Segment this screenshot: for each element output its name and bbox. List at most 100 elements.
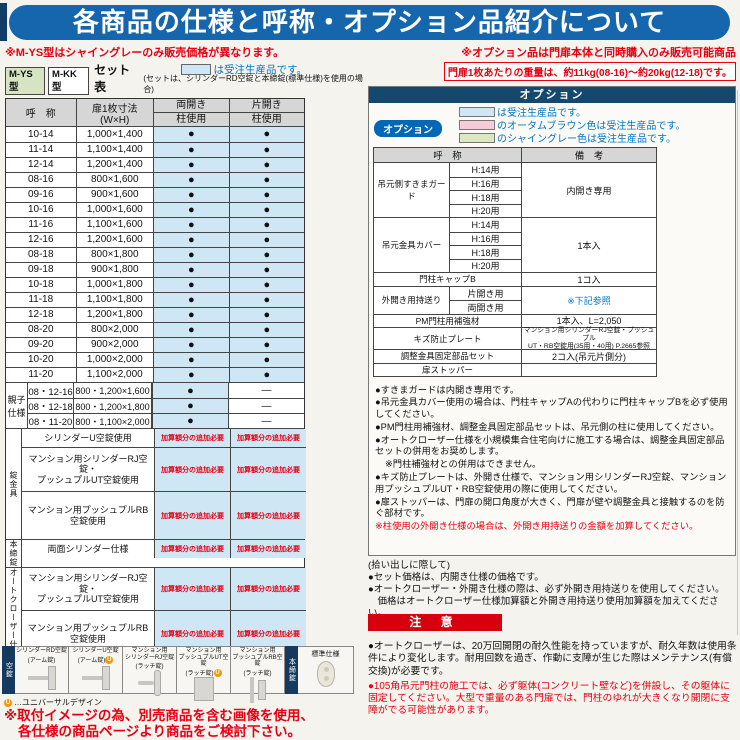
row-double-dot: ● — [153, 158, 229, 172]
right-column: ※オプション品は門扉本体と同時購入のみ販売可能商品 門扉1枚あたりの重量は、約1… — [368, 44, 736, 556]
row-name: 両面シリンダー仕様 — [47, 543, 129, 554]
model-badge-mys: M-YS型 — [5, 67, 46, 95]
header-pillar-label: 柱使用 — [176, 114, 207, 125]
made-to-order-swatch — [180, 64, 211, 75]
row-double-dot: ● — [153, 233, 229, 247]
table-row: 11-16 1,100×1,600 ● ● — [6, 217, 305, 232]
option-note: ※門柱補強材との併用はできません。 — [385, 459, 542, 470]
caution-note: ●オートクローザーは、20万回開閉の耐久性能を持っていますが、耐久年数は使用条件… — [368, 641, 737, 677]
option-purchase-note: ※オプション品は門扉本体と同時購入のみ販売可能商品 — [461, 47, 736, 59]
row-double-dot: ● — [153, 278, 229, 292]
row-single-dot: ● — [228, 293, 305, 307]
lock-name: シリンダーRD空錠 — [16, 648, 67, 654]
table-row: 08-18 800×1,800 ● ● — [6, 247, 305, 262]
standard-spec-cell: 標準仕様 — [298, 646, 354, 694]
table-row: マンション用シリンダーRJ空錠・ プッシュプルUT空錠使用 加算額分の追加必要 … — [22, 568, 306, 610]
row-size: 1,100×1,600 — [75, 218, 153, 232]
pickup-note: ●セット価格は、内開き仕様の価格です。 — [368, 572, 544, 583]
surcharge-note: 加算額分の追加必要 — [237, 586, 300, 593]
row-double-dot: ● — [153, 353, 229, 367]
surcharge-note: 加算額分の追加必要 — [161, 435, 224, 442]
table-row: 11-18 1,100×1,800 ● ● — [6, 292, 305, 307]
legend-row: のシャイングレー色は受注生産品です。 — [459, 131, 731, 145]
row-size: 800×2,000 — [75, 323, 153, 337]
row-single-dot: ● — [228, 248, 305, 262]
row-size: 1,200×1,600 — [75, 233, 153, 247]
option-row-hinge-cover: 吊元金具カバー H:14用 H:16用 H:18用 H:20用 1本入 — [374, 217, 656, 272]
surcharge-note: 加算額分の追加必要 — [161, 586, 224, 593]
row-name: マンション用プッシュプルRB 空錠使用 — [27, 505, 149, 526]
legend-text: のオータムブラウン色は受注生産品です。 — [497, 121, 686, 132]
row-double-dot: ● — [152, 414, 228, 428]
made-to-order-label: は受注生産品です。 — [213, 64, 307, 76]
universal-design-icon: U — [213, 668, 222, 677]
table-row: 10-18 1,000×1,800 ● ● — [6, 277, 305, 292]
option-row-adjuster-parts: 調整金具固定部品セット 2コ入(吊元片側分) — [374, 349, 656, 363]
row-size: 1,000×1,800 — [75, 278, 153, 292]
row-size: 1,200×1,400 — [75, 158, 153, 172]
header-pillar-label: 柱使用 — [251, 114, 282, 125]
row-single-dot: ● — [228, 323, 305, 337]
row-single-dot: ● — [228, 203, 305, 217]
row-name: 12-18 — [27, 309, 54, 320]
row-size: 800×1,800 — [75, 248, 153, 262]
row-double-dot: ● — [153, 293, 229, 307]
lock-image-cells: シリンダーRD空錠 (アーム錠)U シリンダーU空錠 (アーム錠)U マンション… — [15, 646, 285, 703]
row-name: 10-14 — [27, 128, 54, 140]
option-table-header: 呼 称 備 考 — [374, 148, 656, 162]
set-table-heading: M-YS型 M-KK型 セット表 (セットは、シリンダーRD空錠と本締錠(標準仕… — [5, 63, 365, 95]
caution-note: ●105角吊元門柱の施工では、必ず躯体(コンクリート壁など)を併設し、その躯体に… — [368, 680, 730, 717]
option-legend: は受注生産品です。 のオータムブラウン色は受注生産品です。 のシャイングレー色は… — [459, 105, 731, 145]
row-size: 800・1,200×1,800 — [74, 399, 152, 413]
row-name: 10-18 — [27, 279, 54, 290]
option-note: ●PM門柱用補強材、調整金具固定部品セットは、吊元側の柱に使用してください。 — [375, 421, 720, 432]
surcharge-note: 加算額分の追加必要 — [237, 435, 300, 442]
row-size: 1,100×1,400 — [75, 143, 153, 157]
lock-image — [69, 664, 122, 693]
row-size: 1,000×1,600 — [75, 203, 153, 217]
row-name: マンション用シリンダーRJ空錠・ プッシュプルUT空錠使用 — [28, 453, 148, 485]
row-single-dot: ● — [228, 188, 305, 202]
standard-spec-label: 標準仕様 — [311, 651, 340, 658]
option-panel-title: オプション — [369, 87, 735, 103]
oyako-group: 親子 仕様 08・12-16 800・1,200×1,600 ● — 08・12… — [6, 382, 304, 428]
legend-text: は受注生産品です。 — [497, 108, 586, 119]
universal-design-icon: U — [4, 698, 12, 707]
row-code: 08・11-20 — [28, 414, 74, 428]
lock-subtype: (アーム錠)U — [27, 657, 56, 664]
image-disclaimer: ※取付イメージの為、別売商品を含む画像を使用、 各仕様の商品ページより商品をご検… — [4, 708, 314, 739]
table-row: 12-14 1,200×1,400 ● ● — [6, 157, 305, 172]
lock-name: マンション用 プッシュプルUT空錠 — [178, 648, 229, 667]
header-double: 両開き 柱使用 — [153, 99, 229, 126]
page-divider — [737, 90, 738, 635]
row-double-dot: ● — [153, 188, 229, 202]
row-double-dot: ● — [153, 127, 229, 142]
option-note: ●すきまガードは内開き専用です。 — [375, 384, 520, 395]
table-row: 09-18 900×1,800 ● ● — [6, 262, 305, 277]
oyako-label: 親子 仕様 — [6, 383, 28, 428]
set-table-header: 呼 称 扉1枚寸法 (W×H) 両開き 柱使用 片開き 柱使用 — [6, 99, 305, 127]
row-double-dot: ● — [153, 323, 229, 337]
table-row: 08-16 800×1,600 ● ● — [6, 172, 305, 187]
table-row: 09-16 900×1,600 ● ● — [6, 187, 305, 202]
legend-row: のオータムブラウン色は受注生産品です。 — [459, 118, 731, 132]
row-size: 1,100×2,000 — [75, 368, 153, 382]
row-size: 1,200×1,800 — [75, 308, 153, 322]
row-size: 800・1,100×2,000 — [74, 414, 152, 428]
pickup-note: ●オートクローザー・外開き仕様の際は、必ず外開き用持送りを使用してください。 — [368, 584, 725, 595]
set-table-title: セット表 — [94, 63, 131, 94]
surcharge-note: 加算額分の追加必要 — [237, 466, 300, 474]
lock-subtype: (ラッチ錠)U — [185, 668, 222, 677]
table-row: 11-14 1,100×1,400 ● ● — [6, 142, 305, 157]
row-single-dot: ● — [228, 127, 305, 142]
autocloser-group-label: オートクローザー仕様 — [6, 568, 22, 658]
row-size: 900×1,600 — [75, 188, 153, 202]
banner-accent-bar — [0, 3, 7, 41]
surcharge-note: 加算額分の追加必要 — [161, 512, 224, 520]
row-name: 09-16 — [27, 189, 54, 200]
row-name: シリンダーU空錠使用 — [44, 432, 132, 443]
option-note: ※柱使用の外開き仕様の場合は、外開き用持送りの金額を加算してください。 — [375, 521, 699, 532]
row-name: 11-14 — [28, 144, 54, 155]
lock-image-cell: シリンダーRD空錠 (アーム錠)U — [15, 646, 69, 694]
row-single-dot: ● — [228, 143, 305, 157]
